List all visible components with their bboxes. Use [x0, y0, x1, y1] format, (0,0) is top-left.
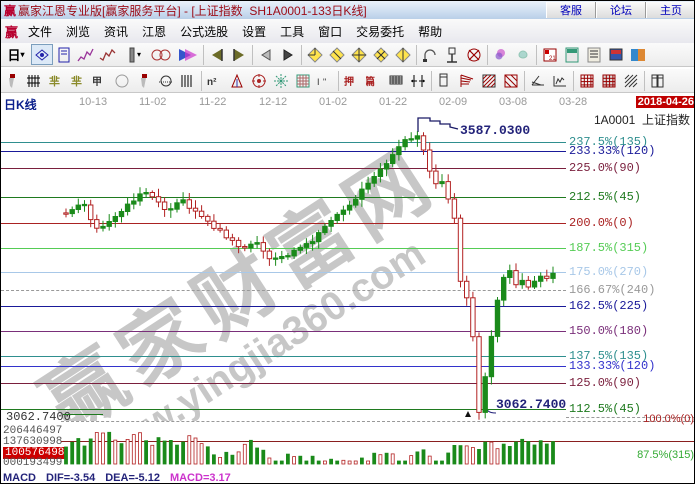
svg-text:n²: n²: [207, 77, 217, 88]
svg-text:I: I: [317, 77, 320, 87]
svg-text:篇: 篇: [366, 75, 375, 88]
svg-text:芈: 芈: [71, 74, 82, 88]
svg-text:押: 押: [344, 75, 354, 88]
svg-text:": ": [323, 77, 326, 87]
svg-text:芈: 芈: [49, 74, 60, 88]
svg-text:21: 21: [549, 56, 556, 62]
svg-text:甲: 甲: [92, 76, 102, 88]
